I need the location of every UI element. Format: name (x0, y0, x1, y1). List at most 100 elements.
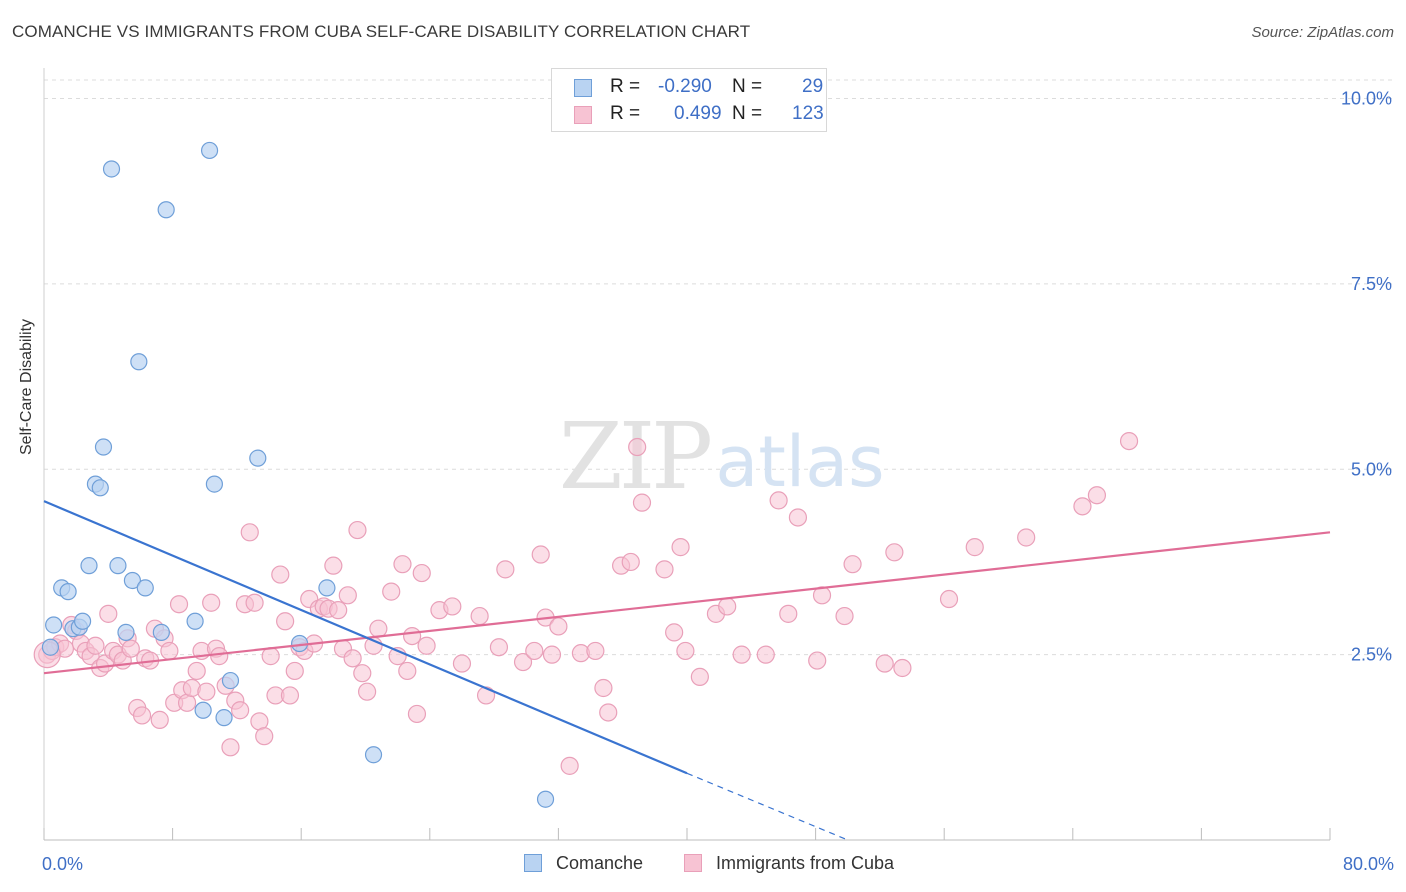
legend-n-label: N = (732, 76, 763, 97)
data-point-cuba (560, 756, 579, 775)
data-point-comanche (59, 583, 77, 601)
data-point-comanche (152, 623, 170, 641)
data-point-cuba (353, 664, 372, 683)
data-point-cuba (690, 667, 709, 686)
data-point-cuba (756, 645, 775, 664)
legend-swatch-comanche (574, 79, 592, 97)
gridlines (44, 79, 1394, 656)
data-point-cuba (271, 565, 290, 584)
watermark-zip: ZIP (559, 403, 710, 510)
data-point-comanche (123, 571, 142, 590)
data-point-comanche (318, 579, 336, 597)
data-point-cuba (338, 586, 357, 605)
tick-labels: 2.5% 5.0% 7.5% 10.0% 0.0% 80.0% (42, 89, 1394, 874)
legend-r-label: R = (610, 103, 641, 124)
y-tick-label: 2.5% (1351, 645, 1392, 665)
bottom-legend-label-cuba: Immigrants from Cuba (716, 853, 895, 873)
data-point-cuba (412, 563, 431, 583)
data-point-comanche (41, 638, 60, 656)
watermark-atlas: atlas (715, 421, 884, 503)
data-point-cuba (893, 658, 912, 678)
data-point-comanche (73, 612, 92, 630)
data-point-cuba (280, 686, 300, 705)
data-point-cuba (549, 617, 568, 636)
data-point-cuba (1073, 497, 1092, 516)
data-point-cuba (187, 661, 206, 681)
data-point-cuba (965, 538, 984, 557)
data-point-cuba (403, 626, 422, 646)
trend-line-cuba (43, 531, 1331, 675)
data-point-cuba (276, 612, 295, 631)
data-point-cuba (417, 636, 436, 655)
data-point-cuba (452, 654, 472, 673)
data-point-cuba (632, 493, 652, 512)
data-point-cuba (939, 589, 959, 609)
axes (43, 68, 1331, 841)
data-point-cuba (369, 619, 388, 638)
x-tick-label: 0.0% (42, 854, 83, 874)
series-comanche (41, 141, 555, 808)
data-point-cuba (86, 636, 105, 655)
data-point-comanche (364, 746, 383, 764)
bottom-legend-label-comanche: Comanche (556, 853, 644, 873)
data-point-comanche (94, 438, 113, 456)
data-point-cuba (202, 593, 221, 612)
data-point-comanche (249, 449, 267, 467)
data-point-comanche (205, 475, 223, 493)
legend-r-label: R = (610, 76, 641, 97)
data-point-cuba (1017, 528, 1036, 547)
data-point-cuba (221, 738, 240, 757)
data-point-cuba (407, 704, 427, 724)
data-point-cuba (160, 641, 179, 661)
data-point-cuba (132, 706, 152, 725)
trend-lines (43, 500, 1331, 841)
legend-n-label: N = (732, 103, 763, 124)
data-point-cuba (443, 597, 462, 616)
data-point-cuba (885, 543, 904, 562)
data-point-comanche (157, 201, 175, 219)
data-point-comanche (215, 709, 233, 727)
data-point-cuba (812, 586, 832, 605)
data-point-comanche (186, 612, 204, 630)
data-point-cuba (99, 604, 118, 623)
data-point-cuba (231, 701, 250, 720)
data-point-cuba (398, 661, 417, 681)
data-point-comanche (117, 623, 135, 641)
data-point-cuba (732, 645, 751, 664)
data-point-comanche (536, 790, 555, 808)
data-point-cuba (210, 647, 229, 666)
data-point-cuba (489, 638, 509, 657)
data-point-cuba (348, 520, 367, 540)
data-point-cuba (470, 606, 489, 626)
data-point-cuba (599, 703, 618, 722)
legend-r-value: 0.499 (674, 103, 722, 124)
legend-box: R = -0.290 N = 29 R = 0.499 N = 123 (551, 68, 827, 132)
data-point-cuba (358, 682, 377, 701)
data-point-cuba (1087, 486, 1107, 505)
y-axis-label: Self-Care Disability (18, 318, 35, 455)
data-point-cuba (586, 641, 605, 661)
data-point-cuba (382, 582, 401, 601)
data-point-cuba (835, 606, 854, 626)
data-point-cuba (324, 556, 343, 575)
data-point-cuba (1119, 431, 1139, 451)
source-label: Source: ZipAtlas.com (1251, 24, 1394, 41)
data-point-cuba (676, 641, 695, 661)
data-point-cuba (513, 652, 533, 672)
data-point-comanche (45, 616, 63, 634)
data-point-cuba (245, 593, 264, 612)
chart-title: COMANCHE VS IMMIGRANTS FROM CUBA SELF-CA… (12, 22, 751, 41)
legend-swatch-cuba (574, 106, 592, 124)
data-point-comanche (109, 557, 127, 575)
data-point-comanche (130, 353, 148, 371)
data-point-comanche (91, 479, 109, 497)
data-point-cuba (496, 560, 515, 579)
x-tick-label: 80.0% (1343, 854, 1394, 874)
y-tick-label: 10.0% (1341, 89, 1392, 109)
data-point-comanche (80, 557, 98, 575)
trend-line-comanche-extension (686, 772, 848, 841)
data-point-cuba (843, 555, 862, 574)
legend-n-value: 123 (792, 103, 824, 124)
legend-r-value: -0.290 (658, 76, 712, 97)
